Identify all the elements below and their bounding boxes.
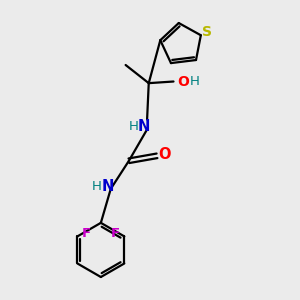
Text: S: S — [202, 25, 212, 39]
Text: N: N — [138, 119, 150, 134]
Text: O: O — [158, 147, 170, 162]
Text: H: H — [128, 120, 138, 133]
Text: N: N — [101, 179, 114, 194]
Text: H: H — [189, 75, 199, 88]
Text: O: O — [178, 74, 189, 88]
Text: H: H — [92, 180, 102, 193]
Text: F: F — [82, 227, 91, 240]
Text: F: F — [110, 227, 120, 240]
